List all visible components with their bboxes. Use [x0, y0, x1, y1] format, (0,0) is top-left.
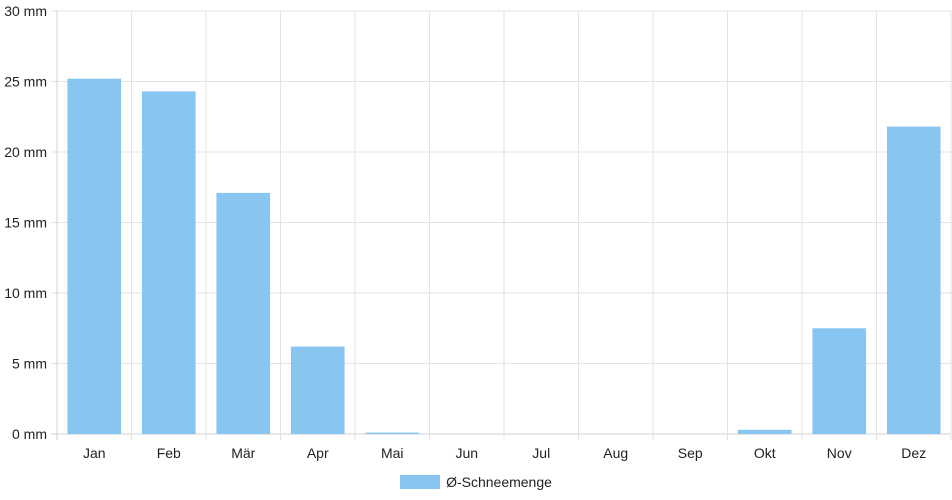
x-tick-label: Jun	[455, 445, 478, 461]
x-tick-label: Feb	[157, 445, 181, 461]
legend-swatch	[400, 475, 441, 489]
x-tick-label: Sep	[678, 445, 703, 461]
bar-mär	[216, 192, 271, 434]
bar-apr	[290, 346, 345, 434]
x-tick-label: Mär	[231, 445, 255, 461]
y-tick-label: 5 mm	[12, 356, 47, 372]
bar-mai	[365, 432, 420, 434]
bar-layer	[67, 78, 941, 435]
bar-okt	[737, 429, 792, 434]
y-tick-label: 0 mm	[12, 426, 47, 442]
y-tick-label: 30 mm	[4, 3, 47, 19]
x-axis-ticks: Jan Feb Mär Apr Mai Jun Jul Aug Sep Okt Nov Dez	[83, 445, 926, 461]
bar-jan	[67, 78, 122, 435]
y-tick-label: 20 mm	[4, 144, 47, 160]
y-tick-label: 10 mm	[4, 285, 47, 301]
bar-feb	[141, 91, 196, 435]
grid-layer	[51, 10, 952, 440]
x-tick-label: Jan	[83, 445, 106, 461]
snow-bar-chart: 0 mm 5 mm 10 mm 15 mm 20 mm 25 mm 30 mm Jan Feb…	[4, 3, 952, 461]
x-tick-label: Nov	[827, 445, 852, 461]
y-tick-label: 15 mm	[4, 215, 47, 231]
x-tick-label: Dez	[901, 445, 926, 461]
legend-label: Ø-Schneemenge	[446, 474, 552, 490]
y-axis-ticks: 0 mm 5 mm 10 mm 15 mm 20 mm 25 mm 30 mm	[4, 3, 47, 442]
bar-dez	[886, 126, 941, 435]
bar-nov	[812, 328, 867, 434]
x-tick-label: Mai	[381, 445, 404, 461]
x-tick-label: Apr	[307, 445, 329, 461]
x-tick-label: Aug	[603, 445, 628, 461]
y-tick-label: 25 mm	[4, 74, 47, 90]
x-tick-label: Jul	[532, 445, 550, 461]
legend[interactable]: Ø-Schneemenge	[0, 473, 952, 491]
x-tick-label: Okt	[754, 445, 776, 461]
